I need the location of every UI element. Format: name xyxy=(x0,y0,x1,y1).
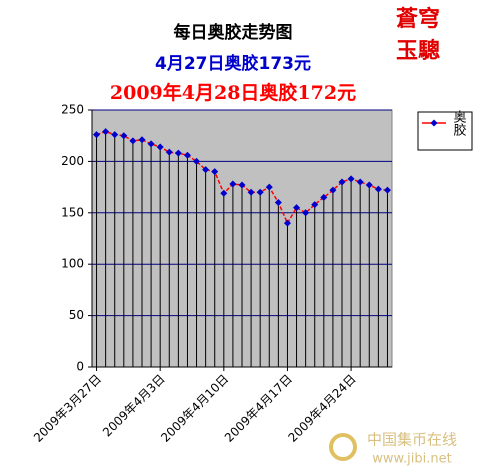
marker xyxy=(102,128,110,136)
y-tick-label: 0 xyxy=(76,360,84,374)
legend-box xyxy=(417,111,473,151)
marker xyxy=(274,199,282,207)
y-tick-label: 150 xyxy=(61,205,84,219)
y-tick-label: 50 xyxy=(69,308,84,322)
marker xyxy=(238,181,246,189)
marker xyxy=(138,136,146,144)
y-tick-label: 200 xyxy=(61,154,84,168)
marker xyxy=(265,183,273,191)
marker xyxy=(229,180,237,188)
marker xyxy=(120,132,128,140)
marker xyxy=(193,157,201,165)
marker xyxy=(338,178,346,186)
marker xyxy=(174,149,182,157)
y-tick-label: 100 xyxy=(61,257,84,271)
marker xyxy=(202,166,210,174)
marker xyxy=(329,186,337,194)
x-tick-label: 2009年4月3日 xyxy=(100,372,168,440)
stamp: 蒼穹 xyxy=(396,6,440,32)
chart-subtitle: 4月27日奥胶173元 xyxy=(155,53,311,74)
marker xyxy=(283,219,291,227)
marker xyxy=(129,137,137,145)
marker xyxy=(211,168,219,176)
marker xyxy=(374,185,382,193)
marker xyxy=(365,181,373,189)
marker xyxy=(220,189,228,197)
marker xyxy=(256,188,264,196)
marker xyxy=(183,151,191,159)
marker xyxy=(302,209,310,217)
marker xyxy=(311,201,319,209)
marker xyxy=(356,178,364,186)
y-tick-label: 250 xyxy=(61,103,84,117)
x-tick-label: 2009年4月17日 xyxy=(222,372,295,445)
marker xyxy=(347,175,355,183)
watermark: 中国集币在线 xyxy=(367,431,457,449)
marker xyxy=(165,148,173,156)
marker xyxy=(383,186,391,194)
marker xyxy=(320,193,328,201)
legend-label: 奥胶 xyxy=(451,110,467,137)
x-tick-label: 2009年3月27日 xyxy=(31,372,104,445)
x-tick-label: 2009年4月10日 xyxy=(158,372,231,445)
stamp: 玉驄 xyxy=(396,38,440,64)
marker xyxy=(93,131,101,139)
watermark-logo xyxy=(329,433,357,461)
watermark: www.jibi.net xyxy=(372,452,451,467)
marker xyxy=(147,140,155,148)
chart-subtitle: 2009年4月28日奥胶172元 xyxy=(110,81,356,104)
legend-marker xyxy=(430,119,438,127)
marker xyxy=(293,204,301,212)
chart-title: 每日奥胶走势图 xyxy=(174,22,293,43)
marker xyxy=(156,143,164,151)
marker xyxy=(111,131,119,139)
marker xyxy=(247,188,255,196)
